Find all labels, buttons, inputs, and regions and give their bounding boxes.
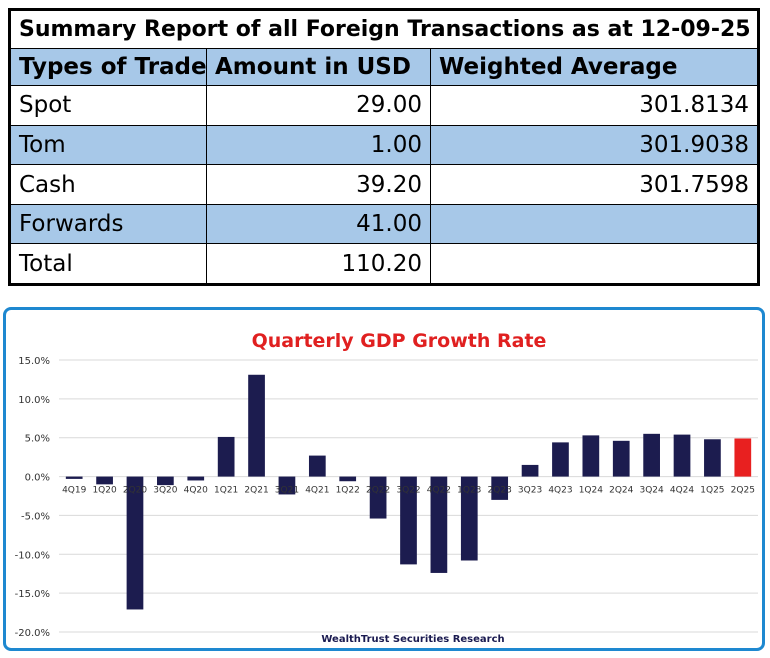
header-amount-usd: Amount in USD — [206, 47, 431, 87]
x-tick-label: 2Q20 — [123, 486, 148, 496]
cell-amount: 41.00 — [206, 203, 431, 245]
x-tick-label: 4Q21 — [305, 486, 329, 496]
gdp-chart-frame: Quarterly GDP Growth Rate 15.0% 10.0% 5.0%… — [3, 307, 765, 651]
cell-type: Cash — [10, 164, 207, 205]
cell-amount: 1.00 — [206, 124, 431, 166]
cell-weighted-average — [430, 203, 758, 245]
bar-1Q21 — [217, 436, 235, 477]
cell-weighted-average: 301.7598 — [430, 164, 758, 205]
x-tick-label: 3Q22 — [396, 486, 420, 496]
x-tick-label: 4Q20 — [184, 486, 209, 496]
summary-grid: Summary Report of all Foreign Transactio… — [10, 10, 758, 284]
bar-2Q25 — [734, 438, 752, 477]
x-tick-label: 1Q22 — [336, 486, 360, 496]
bars — [65, 374, 752, 610]
bar-3Q24 — [643, 433, 660, 477]
bar-2Q22 — [369, 476, 387, 519]
bar-1Q24 — [582, 435, 600, 477]
y-tick-label: -10.0% — [15, 550, 50, 561]
x-tick-label: 3Q21 — [275, 486, 299, 496]
x-tick-label: 1Q23 — [457, 486, 481, 496]
x-tick-label: 1Q24 — [579, 486, 604, 496]
bar-1Q23 — [460, 476, 478, 561]
table-row-total: Total 110.20 — [10, 243, 758, 284]
bar-4Q22 — [430, 476, 448, 573]
x-tick-label: 3Q23 — [518, 486, 542, 496]
bar-4Q21 — [308, 455, 326, 477]
y-tick-label: -5.0% — [21, 511, 50, 522]
table-header-row: Types of Trade Amount in USD Weighted Av… — [10, 47, 758, 87]
bar-4Q24 — [673, 434, 691, 477]
x-tick-label: 4Q19 — [62, 486, 87, 496]
y-tick-label: 15.0% — [18, 356, 50, 367]
x-tick-label: 2Q21 — [244, 486, 268, 496]
y-axis-ticks: 15.0% 10.0% 5.0% 0.0% -5.0% -10.0% -15.0% -20.0… — [15, 356, 50, 639]
x-axis-ticks: 4Q19 1Q20 2Q20 3Q20 4Q20 1Q21 2Q21 3Q21 4Q21 1Q22… — [62, 486, 755, 496]
cell-type: Spot — [10, 85, 207, 126]
table-row-cash: Cash 39.20 301.7598 — [10, 164, 758, 205]
y-tick-label: 5.0% — [25, 434, 50, 445]
bar-1Q22 — [339, 476, 357, 482]
bar-1Q25 — [704, 439, 721, 477]
cell-amount: 110.20 — [206, 243, 431, 284]
y-tick-label: -20.0% — [15, 628, 50, 639]
chart-source: WealthTrust Securities Research — [321, 634, 504, 645]
cell-amount: 39.20 — [206, 164, 431, 205]
x-tick-label: 1Q25 — [700, 486, 724, 496]
cell-weighted-average: 301.9038 — [430, 124, 758, 166]
x-tick-label: 4Q22 — [427, 486, 451, 496]
cell-amount: 29.00 — [206, 85, 431, 126]
x-tick-label: 1Q21 — [214, 486, 238, 496]
bar-4Q23 — [552, 442, 569, 477]
bar-4Q19 — [65, 476, 83, 479]
x-tick-label: 4Q24 — [670, 486, 695, 496]
bar-2Q20 — [126, 476, 144, 610]
x-tick-label: 2Q25 — [731, 486, 755, 496]
x-tick-label: 2Q23 — [488, 486, 512, 496]
table-title-row: Summary Report of all Foreign Transactio… — [10, 10, 758, 49]
x-tick-label: 1Q20 — [92, 486, 117, 496]
chart-title: Quarterly GDP Growth Rate — [252, 330, 547, 352]
x-tick-label: 2Q24 — [609, 486, 634, 496]
bar-3Q22 — [400, 476, 417, 565]
cell-type: Forwards — [10, 203, 207, 245]
table-row-forwards: Forwards 41.00 — [10, 203, 758, 245]
bar-3Q21 — [278, 476, 296, 495]
bar-2Q24 — [612, 440, 630, 477]
bar-3Q20 — [157, 476, 174, 486]
bar-2Q23 — [491, 476, 509, 500]
cell-weighted-average — [430, 243, 758, 284]
bar-1Q20 — [96, 476, 113, 485]
summary-table: Summary Report of all Foreign Transactio… — [8, 8, 760, 286]
bar-2Q21 — [248, 374, 265, 477]
y-tick-label: 10.0% — [18, 395, 50, 406]
header-types-of-trade: Types of Trade — [10, 47, 207, 87]
bar-4Q20 — [187, 476, 205, 481]
y-tick-label: -15.0% — [15, 589, 50, 600]
cell-weighted-average: 301.8134 — [430, 85, 758, 126]
x-tick-label: 4Q23 — [548, 486, 572, 496]
x-tick-label: 2Q22 — [366, 486, 390, 496]
x-tick-label: 3Q24 — [639, 486, 664, 496]
y-tick-label: 0.0% — [25, 473, 50, 484]
table-row-spot: Spot 29.00 301.8134 — [10, 85, 758, 126]
bar-3Q23 — [521, 464, 539, 477]
gdp-chart: Quarterly GDP Growth Rate 15.0% 10.0% 5.0%… — [15, 330, 758, 645]
table-title: Summary Report of all Foreign Transactio… — [10, 10, 758, 49]
cell-type: Total — [10, 243, 207, 284]
table-row-tom: Tom 1.00 301.9038 — [10, 124, 758, 166]
x-tick-label: 3Q20 — [153, 486, 178, 496]
cell-type: Tom — [10, 124, 207, 166]
header-weighted-average: Weighted Average — [430, 47, 758, 87]
